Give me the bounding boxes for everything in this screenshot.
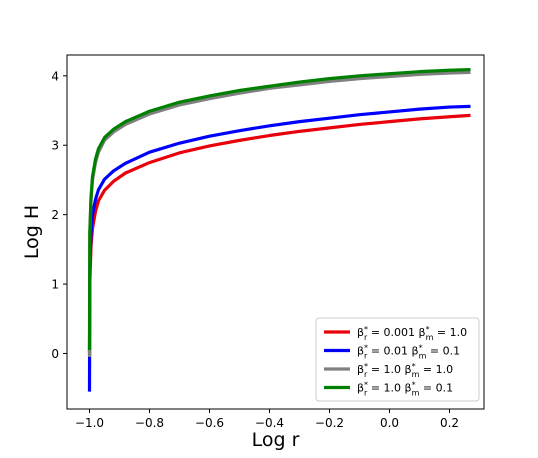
legend-entry-part: *: [412, 381, 416, 390]
y-tick-label: 1: [51, 278, 59, 292]
x-axis: −1.0 −0.8 −0.6 −0.4 −0.2 0.0 0.2: [75, 409, 459, 430]
legend-entry-part: = 0.001: [367, 326, 418, 339]
legend-entry: β* r = 1.0 β* m = 0.1: [357, 381, 453, 398]
legend-entry-part: m: [426, 333, 434, 342]
legend-entry-part: *: [364, 325, 368, 334]
legend-entry: β* r = 1.0 β* m = 1.0: [357, 362, 453, 379]
series-layer: [87, 67, 471, 392]
series-line-1: [87, 113, 471, 354]
legend-entry-part: β: [419, 326, 426, 339]
y-tick-label: 2: [51, 208, 59, 222]
x-tick-label: −0.4: [255, 416, 284, 430]
legend-entry-part: = 1.0: [367, 363, 404, 376]
x-tick-label: −1.0: [75, 416, 104, 430]
y-axis: 0 1 2 3 4: [51, 69, 67, 361]
legend-entry-part: r: [364, 352, 368, 361]
legend-entry-part: *: [364, 362, 368, 371]
x-tick-label: 0.0: [380, 416, 399, 430]
y-tick-label: 3: [51, 139, 59, 153]
legend-entry-part: = 1.0: [419, 363, 453, 376]
legend-entry-part: m: [412, 370, 420, 379]
legend-entry-part: β: [405, 363, 412, 376]
x-tick-label: 0.2: [440, 416, 459, 430]
legend-entry: β* r = 0.001 β* m = 1.0: [357, 325, 467, 342]
x-tick-label: −0.6: [195, 416, 224, 430]
legend-box: [315, 317, 480, 402]
x-tick-label: −0.2: [315, 416, 344, 430]
legend-entry-part: β: [405, 382, 412, 395]
legend-entry-part: m: [419, 352, 427, 361]
legend-entry-part: β: [412, 345, 419, 358]
legend-entry-part: β: [357, 382, 364, 395]
legend-entry: β* r = 0.01 β* m = 0.1: [357, 344, 460, 361]
legend-entry-part: *: [412, 362, 416, 371]
legend-entry-part: = 0.01: [367, 345, 411, 358]
series-line-3: [87, 70, 471, 357]
y-tick-label: 4: [51, 69, 59, 83]
plot-frame: [66, 54, 485, 410]
legend: β* r = 0.001 β* m = 1.0β* r = 0.01 β* m = 0.…: [315, 317, 480, 402]
legend-entry-part: β: [357, 363, 364, 376]
x-tick-label: −0.8: [135, 416, 164, 430]
legend-entry-part: = 0.1: [426, 345, 460, 358]
x-axis-label: Log r: [252, 429, 300, 451]
series-line-4: [87, 67, 471, 351]
legend-entry-part: = 1.0: [367, 382, 404, 395]
legend-entry-part: *: [426, 325, 430, 334]
y-tick-label: 0: [51, 347, 59, 361]
series-line-2: [87, 104, 471, 392]
legend-entry-part: = 1.0: [433, 326, 467, 339]
legend-entry-part: β: [357, 326, 364, 339]
y-axis-label: Log H: [21, 205, 43, 259]
legend-entry-part: β: [357, 345, 364, 358]
legend-entry-part: r: [364, 389, 368, 398]
legend-entry-part: = 0.1: [419, 382, 453, 395]
legend-entry-part: r: [364, 333, 368, 342]
legend-entry-part: m: [412, 389, 420, 398]
legend-entry-part: *: [364, 381, 368, 390]
legend-entry-part: *: [419, 344, 423, 353]
legend-entry-part: *: [364, 344, 368, 353]
legend-entry-part: r: [364, 370, 368, 379]
